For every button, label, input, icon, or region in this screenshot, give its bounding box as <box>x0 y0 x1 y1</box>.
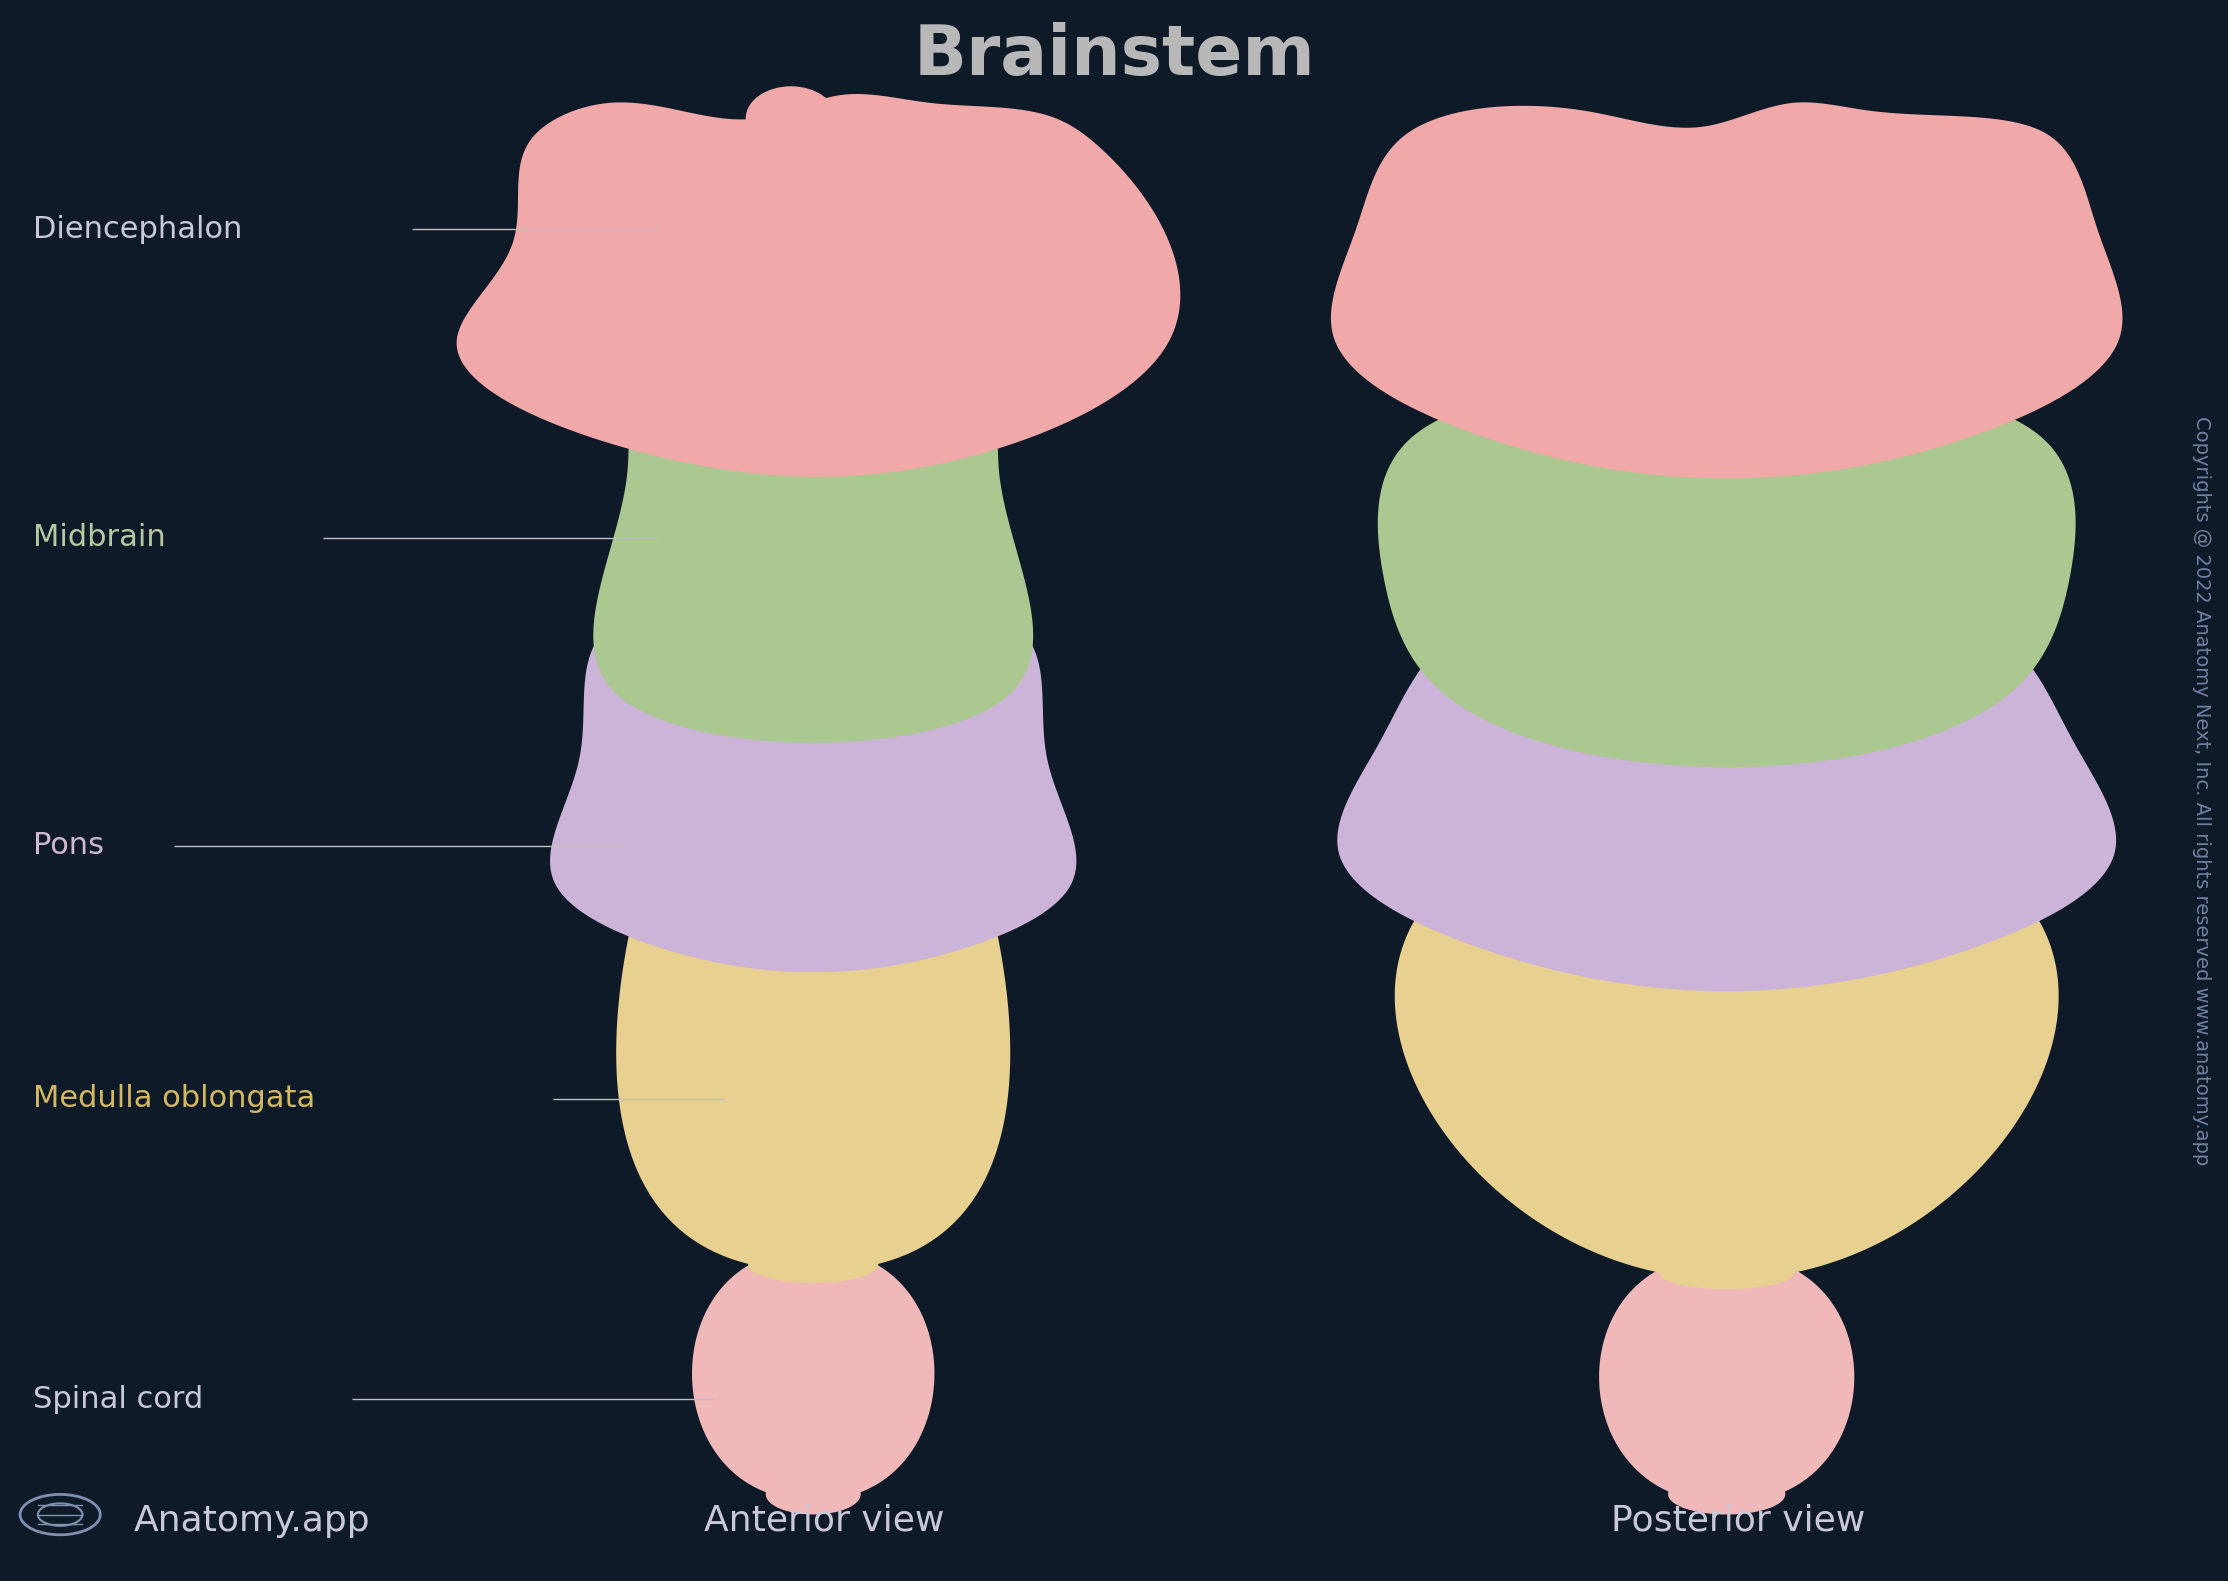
Text: Anterior view: Anterior view <box>704 1504 945 1538</box>
Polygon shape <box>1330 103 2123 479</box>
Text: Anatomy.app: Anatomy.app <box>134 1504 370 1538</box>
Polygon shape <box>593 364 1034 743</box>
Polygon shape <box>550 574 1076 972</box>
Polygon shape <box>1600 1254 1854 1504</box>
Polygon shape <box>1466 286 1987 519</box>
Ellipse shape <box>766 1473 860 1515</box>
Polygon shape <box>693 1249 934 1500</box>
Text: Diencephalon: Diencephalon <box>33 215 243 243</box>
Polygon shape <box>1377 360 2076 767</box>
Polygon shape <box>1395 795 2059 1279</box>
Text: Medulla oblongata: Medulla oblongata <box>33 1085 316 1113</box>
Text: Pons: Pons <box>33 832 105 860</box>
Text: Copyrights @ 2022 Anatomy Next, Inc. All rights reserved www.anatomy.app: Copyrights @ 2022 Anatomy Next, Inc. All… <box>2192 416 2210 1165</box>
Text: Posterior view: Posterior view <box>1611 1504 1865 1538</box>
Ellipse shape <box>749 1247 878 1282</box>
Polygon shape <box>617 813 1009 1271</box>
Ellipse shape <box>766 1240 860 1274</box>
Ellipse shape <box>1669 1473 1785 1515</box>
Text: Brainstem: Brainstem <box>913 22 1315 89</box>
Text: Spinal cord: Spinal cord <box>33 1385 203 1413</box>
Ellipse shape <box>1660 1257 1794 1289</box>
Ellipse shape <box>746 87 836 150</box>
Ellipse shape <box>1667 1247 1787 1282</box>
Polygon shape <box>457 93 1181 477</box>
Text: Midbrain: Midbrain <box>33 523 167 552</box>
Polygon shape <box>608 315 1018 506</box>
Polygon shape <box>1337 564 2117 991</box>
